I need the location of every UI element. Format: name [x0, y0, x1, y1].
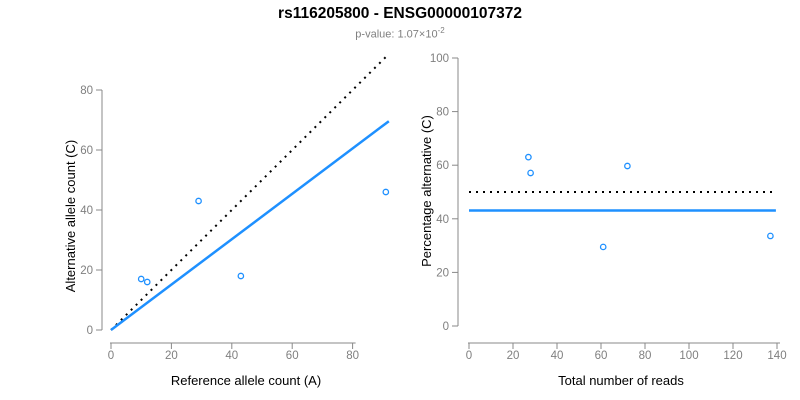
x-tick-label: 40 [225, 350, 238, 362]
x-tick-label: 140 [767, 350, 786, 362]
pvalue-text: p-value: 1.07×10 [355, 28, 438, 41]
x-tick-label: 120 [723, 350, 742, 362]
x-tick-label: 0 [108, 350, 114, 362]
data-point [525, 153, 532, 161]
x-tick-label: 40 [551, 350, 564, 362]
figure-title: rs116205800 - ENSG00000107372 [278, 5, 522, 22]
x-tick-label: 80 [346, 350, 359, 362]
y-tick-label: 80 [80, 85, 93, 97]
y-tick-label: 80 [436, 107, 449, 119]
right-xaxis-title: Total number of reads [558, 373, 684, 388]
data-point [195, 197, 202, 205]
y-tick-label: 40 [436, 214, 449, 226]
data-point [527, 169, 534, 177]
x-tick-label: 80 [639, 350, 652, 362]
y-tick-label: 0 [443, 321, 449, 333]
data-point [599, 243, 607, 251]
right-yaxis-title: Percentage alternative (C) [419, 115, 434, 267]
pvalue-exponent: -2 [437, 26, 445, 35]
y-tick-label: 60 [80, 145, 93, 157]
x-tick-label: 0 [466, 350, 472, 362]
x-tick-label: 20 [507, 350, 520, 362]
figure-subtitle: p-value: 1.07×10-2 [0, 26, 800, 41]
y-tick-label: 40 [80, 205, 93, 217]
data-point [624, 162, 631, 170]
left-yaxis-title: Alternative allele count (C) [63, 140, 78, 292]
data-point [143, 278, 151, 286]
y-tick-label: 100 [430, 53, 449, 65]
x-tick-label: 60 [286, 350, 299, 362]
data-point [382, 188, 390, 196]
identity-line [110, 56, 387, 331]
y-tick-label: 60 [436, 160, 449, 172]
left-xaxis-title: Reference allele count (A) [171, 373, 321, 388]
regression-line [110, 120, 390, 331]
x-tick-label: 100 [679, 350, 698, 362]
data-point [237, 272, 245, 280]
x-tick-label: 60 [595, 350, 608, 362]
y-tick-label: 20 [80, 265, 93, 277]
x-tick-label: 20 [165, 350, 178, 362]
y-tick-label: 20 [436, 267, 449, 279]
data-point [137, 275, 145, 283]
plot-allele-counts: 0 20 40 60 80 0 20 40 60 80 [80, 56, 390, 362]
plot-percentage-vs-reads: 0 20 40 60 80 100 120 140 0 20 40 60 80 100 [430, 53, 787, 362]
data-point [767, 232, 774, 240]
y-tick-label: 0 [87, 325, 93, 337]
